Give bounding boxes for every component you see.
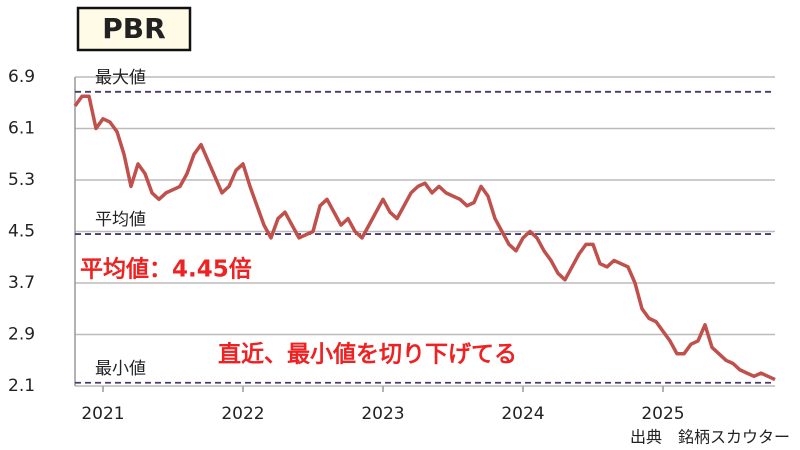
x-tick-label: 2022 [221,404,264,424]
y-tick-label: 6.1 [8,119,35,139]
annotation: 直近、最小値を切り下げてる [218,341,517,368]
x-tick-label: 2021 [81,404,124,424]
y-tick-label: 3.7 [8,273,35,293]
y-tick-label: 2.1 [8,376,35,396]
x-tick-label: 2024 [501,404,544,424]
reference-label: 最大値 [95,68,146,88]
source: 出典 銘柄スカウター [630,428,790,447]
x-tick-label: 2023 [361,404,404,424]
y-tick-label: 6.9 [8,67,35,87]
data-line [73,94,776,382]
reference-label: 最小値 [95,359,146,379]
y-tick-label: 2.9 [8,325,35,345]
title-box [76,6,192,52]
chart-title: PBR [102,12,165,45]
reference-label: 平均値 [95,210,146,230]
y-tick-label: 5.3 [8,170,35,190]
annotation: 平均値：4.45倍 [80,256,252,283]
x-tick-label: 2025 [641,404,684,424]
y-tick-label: 4.5 [8,222,35,242]
